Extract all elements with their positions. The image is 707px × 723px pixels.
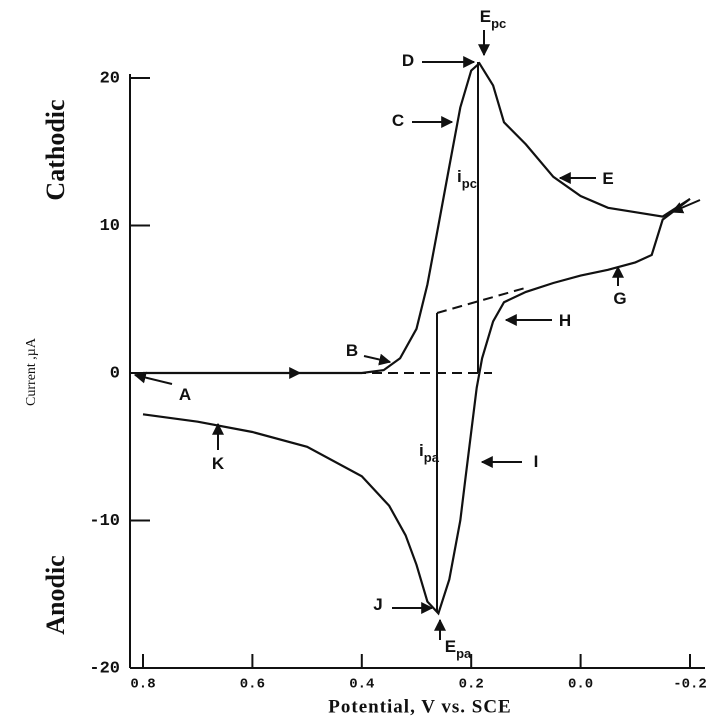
annotation: C [392, 111, 404, 130]
y-tick-label: 10 [100, 217, 120, 236]
cathodic-label: Cathodic [41, 99, 70, 200]
annotation-text: B [346, 341, 358, 360]
x-tick-label: 0.4 [349, 677, 374, 693]
y-tick-label: -20 [89, 659, 120, 678]
x-axis-label: Potential, V vs. SCE [328, 696, 511, 717]
annotation-text: H [559, 311, 571, 330]
annotation-text: A [179, 385, 191, 404]
annotation: G [613, 289, 626, 308]
annotation-subscript: pc [491, 16, 506, 31]
annotation-subscript: pa [424, 450, 440, 465]
annotation: D [402, 51, 414, 70]
annotation-text: G [613, 289, 626, 308]
annotation-subscript: pa [456, 646, 472, 661]
x-tick-label: 0.0 [568, 677, 593, 693]
annotation: K [212, 454, 225, 473]
y-tick-label: 0 [110, 364, 120, 383]
annotation: B [346, 341, 358, 360]
cv-curve [142, 61, 691, 616]
x-tick-label: 0.8 [130, 677, 155, 693]
annotation-text: E [445, 637, 456, 656]
annotation-text: C [392, 111, 404, 130]
annotation-subscript: pc [462, 176, 477, 191]
annotation-text: i [457, 167, 462, 186]
y-tick-label: -10 [89, 512, 120, 531]
annotation-text: E [602, 169, 613, 188]
annotation: Epa [445, 637, 472, 661]
annotation: H [559, 311, 571, 330]
anodic-label: Anodic [41, 555, 70, 634]
arrow [133, 371, 173, 385]
annotation-text: i [419, 441, 424, 460]
x-tick-label: 0.2 [459, 677, 484, 693]
annotation: A [179, 385, 191, 404]
annotation-text: J [373, 595, 382, 614]
y-tick-label: 20 [100, 69, 120, 88]
x-tick-label: -0.2 [673, 677, 707, 693]
annotation-text: E [480, 7, 491, 26]
arrow [363, 353, 392, 366]
annotation-text: K [212, 454, 225, 473]
annotation: E [602, 169, 613, 188]
baseline-extrapolation [436, 287, 526, 314]
annotation: ipc [457, 167, 477, 191]
annotation: I [534, 452, 539, 471]
annotation-text: I [534, 452, 539, 471]
x-tick-label: 0.6 [240, 677, 265, 693]
annotation: Epc [480, 7, 507, 31]
annotation: J [373, 595, 382, 614]
annotation-text: D [402, 51, 414, 70]
y-axis-label: Current ,µA [24, 337, 39, 406]
annotation: ipa [419, 441, 440, 465]
